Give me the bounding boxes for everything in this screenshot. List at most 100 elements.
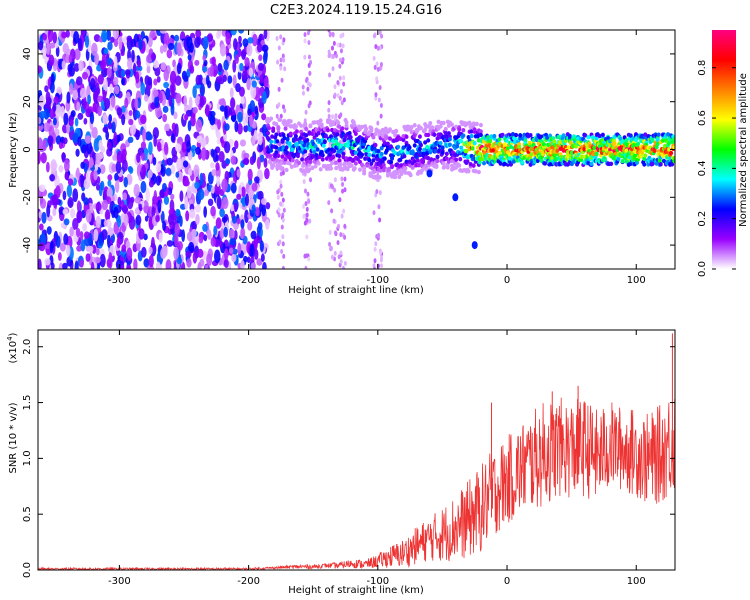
noise-cell	[44, 85, 49, 93]
noise-cell	[170, 85, 175, 99]
signal-cell	[472, 127, 477, 132]
signal-cell	[600, 132, 605, 138]
signal-cell	[297, 160, 302, 166]
signal-cell	[377, 175, 382, 180]
streak-cell	[336, 223, 340, 229]
noise-cell	[247, 108, 252, 116]
colorbar-tick-label: 0.0	[697, 261, 708, 277]
noise-cell	[257, 222, 263, 231]
noise-cell	[170, 102, 175, 116]
noise-cell	[76, 210, 83, 223]
noise-cell	[117, 216, 122, 228]
noise-cell	[256, 42, 263, 53]
signal-cell	[476, 169, 481, 175]
signal-cell	[428, 121, 433, 126]
noise-cell	[261, 113, 267, 121]
streak-cell	[378, 190, 382, 196]
noise-cell	[138, 38, 143, 51]
noise-cell	[42, 138, 47, 151]
signal-cell	[268, 153, 273, 158]
noise-cell	[38, 184, 46, 193]
signal-cell	[458, 156, 463, 162]
noise-cell	[66, 184, 73, 198]
noise-cell	[72, 217, 79, 231]
signal-cell	[310, 165, 315, 171]
noise-cell	[193, 164, 200, 177]
streak-cell	[373, 258, 377, 264]
noise-cell	[144, 215, 149, 222]
signal-cell	[293, 124, 298, 130]
noise-cell	[173, 233, 179, 247]
noise-cell	[230, 204, 235, 212]
noise-cell	[188, 241, 195, 254]
signal-cell	[334, 165, 339, 171]
noise-cell	[222, 74, 227, 83]
noise-cell	[236, 193, 242, 200]
noise-cell	[179, 190, 184, 202]
streak-cell	[330, 254, 334, 260]
signal-cell	[347, 131, 352, 136]
snr-scale-factor: (x104)	[6, 332, 19, 363]
streak-cell	[328, 32, 332, 38]
signal-cell	[274, 145, 279, 150]
noise-cell	[175, 171, 180, 178]
noise-cell	[107, 174, 113, 181]
colorbar-label: Normalized spectral amplitude	[738, 73, 749, 227]
noise-cell	[192, 85, 197, 99]
noise-cell	[149, 30, 156, 39]
noise-cell	[225, 32, 232, 46]
noise-cell	[242, 158, 249, 165]
noise-cell	[81, 144, 87, 154]
noise-cell	[118, 36, 123, 51]
signal-cell	[325, 127, 330, 133]
signal-cell	[433, 149, 438, 154]
noise-cell	[244, 193, 249, 206]
signal-cell	[445, 165, 450, 170]
signal-cell	[441, 165, 446, 170]
noise-cell	[102, 114, 109, 125]
noise-cell	[247, 221, 253, 231]
noise-cell	[162, 220, 167, 232]
signal-cell	[331, 154, 336, 160]
noise-cell	[251, 204, 256, 214]
noise-cell	[204, 264, 209, 269]
signal-cell	[279, 165, 284, 171]
signal-cell	[555, 148, 560, 153]
noise-cell	[52, 102, 57, 112]
noise-cell	[62, 262, 68, 269]
y-tick-label: 0.0	[22, 562, 33, 578]
noise-cell	[214, 183, 221, 196]
noise-cell	[259, 240, 264, 253]
noise-cell	[249, 114, 253, 128]
streak-cell	[373, 266, 377, 269]
streak-cell	[376, 45, 380, 51]
noise-cell	[120, 50, 125, 57]
noise-cell	[135, 130, 140, 141]
noise-cell	[188, 96, 193, 111]
noise-cell	[106, 141, 112, 150]
streak-cell	[280, 224, 284, 230]
noise-cell	[48, 125, 55, 138]
noise-cell	[199, 172, 204, 186]
signal-cell	[393, 132, 398, 138]
noise-cell	[47, 30, 54, 42]
streak-cell	[338, 57, 342, 63]
y-tick-label: -20	[22, 189, 33, 205]
streak-cell	[376, 120, 380, 126]
noise-cell	[62, 190, 67, 201]
streak-cell	[279, 201, 283, 207]
streak-cell	[304, 265, 308, 269]
streak-cell	[373, 64, 377, 70]
signal-cell	[669, 150, 674, 156]
signal-cell	[407, 159, 412, 164]
signal-cell	[285, 136, 290, 142]
snr-scale-exponent: 4	[6, 336, 14, 341]
noise-cell	[233, 230, 238, 240]
noise-cell	[230, 182, 237, 194]
noise-cell	[93, 228, 99, 242]
y-tick-label: 1.0	[22, 450, 33, 466]
signal-cell	[502, 161, 507, 167]
noise-cell	[66, 122, 70, 135]
noise-cell	[230, 155, 237, 165]
noise-cell	[107, 227, 114, 236]
